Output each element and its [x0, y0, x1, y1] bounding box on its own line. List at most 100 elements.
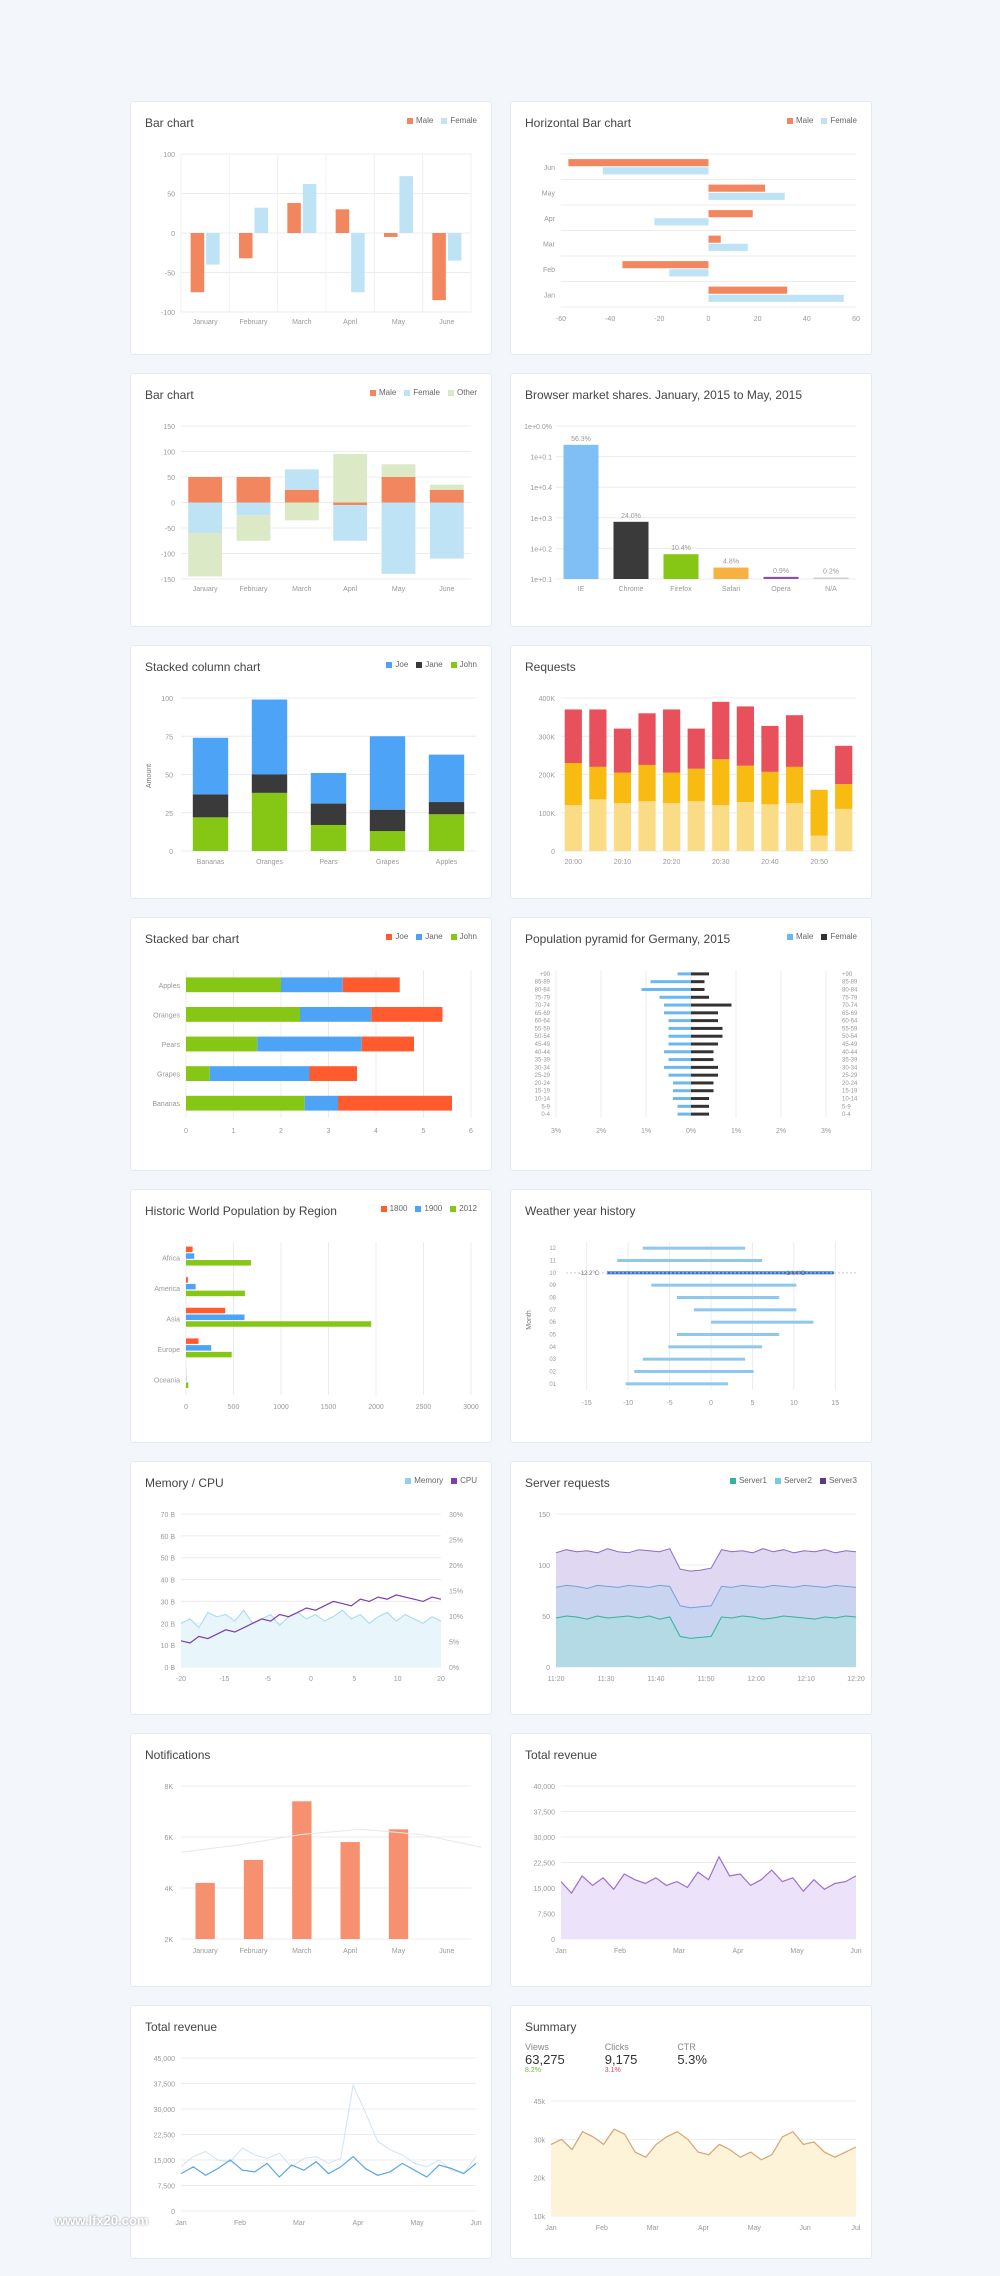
bar — [691, 1019, 718, 1023]
chart-svg: 70 B 60 B 50 B 40 B 30 B 20 B 10 B 0 B 30% 25% 20%… — [161, 1512, 463, 1683]
x-tick-label: May — [790, 1948, 804, 1955]
chart-legend[interactable]: Server1 Server2 Server3 — [729, 1476, 857, 1485]
legend-item[interactable]: John — [450, 660, 477, 669]
bar — [251, 699, 288, 775]
y-tick-label: 50 — [167, 475, 175, 482]
bar — [186, 1036, 258, 1052]
chart-card-c9: Historic World Population by Region 1800 1… — [130, 1189, 492, 1443]
legend-item[interactable]: Female — [821, 116, 857, 125]
y-tick-label: 30-34 — [535, 1065, 551, 1071]
chart-legend[interactable]: Memory CPU — [405, 1476, 477, 1485]
legend-item[interactable]: Memory — [405, 1476, 443, 1485]
chart-svg: 100 75 50 25 0 Amount Bananas Oranges Pears Grape… — [146, 696, 476, 866]
legend-item[interactable]: Server1 — [729, 1476, 767, 1485]
legend-item[interactable]: 1900 — [415, 1204, 442, 1213]
chart-legend[interactable]: Male Female — [786, 932, 857, 941]
y-axis-label: Amount — [146, 764, 153, 788]
legend-item[interactable]: Female — [404, 388, 440, 397]
y-tick-label: 1e+0.0% — [524, 424, 552, 431]
legend-item[interactable]: Joe — [386, 660, 408, 669]
legend-item[interactable]: Male — [786, 932, 813, 941]
y-tick-label: 200K — [539, 773, 556, 780]
x-tick-label: June — [439, 319, 454, 326]
bar — [668, 1345, 763, 1349]
bar — [676, 1296, 780, 1299]
legend-label: Joe — [395, 660, 409, 669]
bar — [432, 233, 446, 301]
stat-label: Clicks — [604, 2042, 629, 2052]
bar — [691, 1003, 732, 1007]
legend-item[interactable]: Female — [441, 116, 477, 125]
chart-card-c16: Summary 45k 30k 20k 10k Jan Feb Mar Apr May Jun Jul… — [510, 2005, 872, 2259]
legend-item[interactable]: Jane — [416, 932, 443, 941]
bar — [310, 824, 347, 851]
legend-item[interactable]: Joe — [386, 932, 408, 941]
legend-item[interactable]: Server2 — [774, 1476, 812, 1485]
y-tick-label: 1e+0.1 — [530, 577, 552, 584]
bar — [708, 294, 844, 302]
legend-item[interactable]: 1800 — [380, 1204, 407, 1213]
memory-line — [180, 1609, 442, 1629]
chart-title: Stacked column chart — [145, 660, 261, 674]
chart-legend[interactable]: Joe Jane John — [386, 932, 477, 941]
bar — [310, 772, 347, 804]
chart-svg: 400K 300K 200K 100K 0 20:00 20:10 20:20 20:30 20:… — [539, 696, 856, 866]
legend-item[interactable]: Male — [406, 116, 433, 125]
legend-item[interactable]: 2012 — [450, 1204, 477, 1213]
summary-stats: Views 63,275 8.2% Clicks 9,175 3.1% CTR 5.3% — [525, 2042, 707, 2074]
y-tick-label: Grapes — [157, 1072, 180, 1079]
legend-item[interactable]: Server3 — [819, 1476, 857, 1485]
legend-item[interactable]: Female — [821, 932, 857, 941]
bar — [284, 502, 319, 521]
y-tick-label-right: 60-64 — [842, 1019, 858, 1025]
y-tick-label: 25-29 — [535, 1073, 551, 1079]
legend-item[interactable]: John — [450, 932, 477, 941]
x-tick-label: April — [343, 319, 357, 326]
bar — [691, 1081, 714, 1085]
bar — [642, 1357, 746, 1361]
chart-legend[interactable]: 1800 1900 2012 — [380, 1204, 477, 1213]
chart-legend[interactable]: Male Female — [406, 116, 477, 125]
y-tick-label-right: 20-24 — [842, 1081, 858, 1087]
legend-label: Male — [795, 116, 814, 125]
chart-svg: -15 -10 -5 0 5 10 15Month121110090807060504030… — [526, 1242, 856, 1407]
legend-item[interactable]: Male — [369, 388, 396, 397]
x-tick-label: 20 — [754, 316, 762, 323]
y-tick-label: 65-69 — [535, 1011, 551, 1017]
chart-legend[interactable]: Male Female — [786, 116, 857, 125]
chart-card-c4: Browser market shares. January, 2015 to … — [510, 373, 872, 627]
y-tick-label-right: 80-84 — [842, 987, 858, 993]
legend-item[interactable]: Male — [786, 116, 814, 125]
data-label: 56.3% — [571, 436, 591, 443]
x-tick-label: Feb — [234, 2220, 246, 2227]
bar — [186, 1307, 226, 1314]
legend-swatch — [415, 1205, 422, 1212]
bar — [309, 1066, 357, 1081]
y-tick-label: Pears — [162, 1042, 181, 1049]
chart-svg: 8K 6K 4K 2K January February March April May June — [164, 1784, 482, 1955]
y-tick-label-right: 10% — [449, 1614, 463, 1621]
bar — [673, 1081, 691, 1085]
chart-legend[interactable]: Joe Jane John — [386, 660, 477, 669]
legend-label: John — [459, 932, 477, 941]
bar — [190, 233, 205, 293]
bar — [338, 1095, 452, 1111]
bar — [785, 715, 804, 767]
bar — [281, 977, 343, 993]
x-tick-label: 5 — [422, 1128, 426, 1135]
legend-item[interactable]: CPU — [451, 1476, 477, 1485]
chart-legend[interactable]: Male Female Other — [369, 388, 477, 397]
y-tick-label: Europe — [157, 1347, 180, 1354]
x-tick-label: 2 — [279, 1128, 283, 1135]
y-tick-label: 30,000 — [534, 1835, 556, 1842]
y-tick-label: Oceania — [154, 1378, 180, 1385]
bar — [835, 808, 853, 851]
y-tick-label: 20-24 — [535, 1081, 551, 1087]
bar — [186, 1277, 188, 1283]
y-tick-label: 0 — [171, 501, 175, 508]
chart-title: Historic World Population by Region — [145, 1204, 337, 1218]
bar — [333, 502, 368, 506]
legend-item[interactable]: Other — [447, 388, 477, 397]
legend-item[interactable]: Jane — [416, 660, 443, 669]
